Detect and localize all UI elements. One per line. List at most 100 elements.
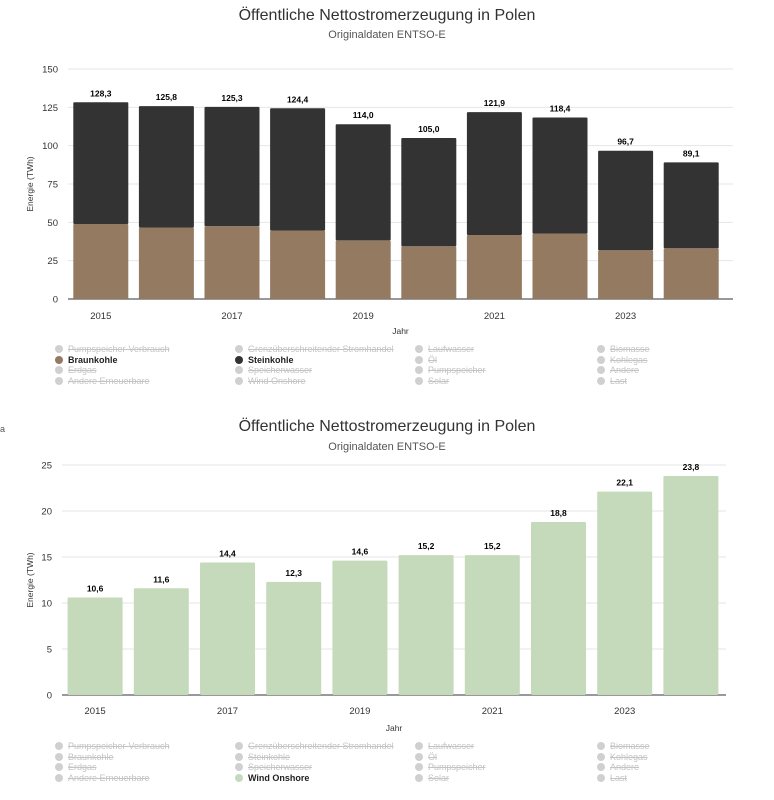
- legend-label: Pumpspeicher: [428, 762, 486, 772]
- legend-item-pumpspeicher[interactable]: Pumpspeicher: [415, 365, 486, 375]
- bar-wind-onshore: [597, 491, 653, 695]
- legend-item-andere-erneuerbare[interactable]: Andere Erneuerbare: [55, 376, 150, 386]
- bar-braunkohle: [138, 227, 194, 299]
- legend-marker-icon: [55, 742, 63, 750]
- legend-marker-icon: [235, 376, 243, 385]
- legend-item-andere-erneuerbare[interactable]: Andere Erneuerbare: [55, 773, 150, 783]
- y-axis-label: Energie (TWh): [25, 552, 35, 607]
- legend-item-last[interactable]: Last: [597, 773, 627, 783]
- legend-label: Pumpspeicher: [428, 365, 486, 375]
- legend-item-speicherwasser[interactable]: Speicherwasser: [235, 762, 312, 772]
- legend-item-solar[interactable]: Solar: [415, 773, 449, 783]
- legend-item-wind-onshore[interactable]: Wind Onshore: [235, 773, 309, 783]
- bar-steinkohle: [73, 102, 129, 225]
- bar-value-label: 114,0: [353, 110, 374, 120]
- coal-chart-svg: Öffentliche Nettostromerzeugung in Polen…: [25, 6, 733, 336]
- legend-marker-icon: [235, 773, 243, 782]
- bar-wind-onshore: [67, 597, 123, 695]
- bar-braunkohle: [401, 246, 457, 299]
- legend-label: Öl: [428, 751, 437, 762]
- y-tick-label: 25: [47, 256, 58, 267]
- x-tick-label: 2015: [85, 706, 106, 717]
- legend-label: Biomasse: [610, 344, 650, 354]
- wind-chart-legend: Pumpspeicher-Verbrauch Grenzüberschreiten…: [0, 741, 774, 789]
- legend-item-öl[interactable]: Öl: [415, 752, 437, 762]
- bar-value-label: 89,1: [683, 148, 700, 158]
- bar-braunkohle: [598, 250, 654, 299]
- legend-marker-icon: [235, 366, 243, 374]
- legend-label: Öl: [428, 354, 437, 365]
- chart-panel-coal: Öffentliche Nettostromerzeugung in Polen…: [0, 6, 774, 392]
- bar-value-label: 96,7: [617, 137, 634, 147]
- bar-steinkohle: [532, 117, 588, 234]
- legend-marker-icon: [415, 773, 423, 782]
- bar-braunkohle: [466, 235, 522, 299]
- legend-item-speicherwasser[interactable]: Speicherwasser: [235, 365, 312, 375]
- legend-marker-icon: [415, 376, 423, 385]
- legend-marker-icon: [597, 376, 605, 385]
- legend-item-kohlegas[interactable]: Kohlegas: [597, 355, 648, 365]
- legend-item-laufwasser[interactable]: Laufwasser: [415, 344, 474, 354]
- legend-item-biomasse[interactable]: Biomasse: [597, 344, 650, 354]
- legend-item-laufwasser[interactable]: Laufwasser: [415, 741, 474, 751]
- legend-label: Solar: [428, 375, 450, 386]
- legend-item-steinkohle[interactable]: Steinkohle: [235, 752, 290, 762]
- legend-item-andere[interactable]: Andere: [597, 762, 639, 772]
- y-tick-label: 125: [42, 103, 58, 114]
- legend-item-solar[interactable]: Solar: [415, 376, 449, 386]
- legend-item-pumpspeicher[interactable]: Pumpspeicher: [415, 762, 486, 772]
- legend-marker-icon: [415, 763, 423, 771]
- bar-steinkohle: [401, 138, 457, 247]
- bar-value-label: 121,9: [484, 98, 506, 108]
- bar-value-label: 125,8: [156, 92, 178, 102]
- legend-item-pumpspeicher-verbrauch[interactable]: Pumpspeicher-Verbrauch: [55, 344, 170, 354]
- y-tick-label: 100: [42, 141, 58, 152]
- legend-item-pumpspeicher-verbrauch[interactable]: Pumpspeicher-Verbrauch: [55, 741, 170, 751]
- legend-marker-icon: [235, 763, 243, 771]
- legend-label: Speicherwasser: [248, 762, 313, 772]
- legend-item-öl[interactable]: Öl: [415, 355, 437, 365]
- legend-marker-icon: [597, 355, 605, 364]
- legend-item-wind-onshore[interactable]: Wind Onshore: [235, 376, 306, 386]
- legend-item-biomasse[interactable]: Biomasse: [597, 741, 650, 751]
- legend-item-andere[interactable]: Andere: [597, 365, 639, 375]
- legend-label: Andere: [610, 365, 640, 375]
- bar-value-label: 14,4: [219, 549, 236, 559]
- legend-item-grenzüberschreitender-stromhandel[interactable]: Grenzüberschreitender Stromhandel: [235, 344, 394, 354]
- legend-item-grenzüberschreitender-stromhandel[interactable]: Grenzüberschreitender Stromhandel: [235, 741, 394, 751]
- legend-item-erdgas[interactable]: Erdgas: [55, 762, 97, 772]
- x-axis-label: Jahr: [386, 723, 403, 733]
- legend-item-kohlegas[interactable]: Kohlegas: [597, 752, 648, 762]
- legend-marker-icon: [55, 355, 63, 364]
- legend-marker-icon: [55, 376, 63, 385]
- bar-value-label: 18,8: [550, 508, 567, 518]
- legend-label: Pumpspeicher-Verbrauch: [68, 741, 170, 751]
- legend-marker-icon: [597, 345, 605, 353]
- coal-chart-legend: Pumpspeicher-Verbrauch Grenzüberschreiten…: [0, 344, 774, 392]
- legend-item-last[interactable]: Last: [597, 376, 627, 386]
- legend-label: Grenzüberschreitender Stromhandel: [248, 741, 394, 751]
- y-tick-label: 25: [41, 461, 52, 472]
- legend-marker-icon: [235, 742, 243, 750]
- y-tick-label: 15: [41, 553, 52, 564]
- y-tick-label: 0: [47, 691, 52, 702]
- legend-label: Last: [610, 772, 628, 783]
- legend-item-steinkohle[interactable]: Steinkohle: [235, 355, 294, 365]
- legend-label: Wind Onshore: [248, 375, 306, 386]
- legend-item-braunkohle[interactable]: Braunkohle: [55, 752, 114, 762]
- cropped-side-label: a: [0, 424, 6, 434]
- bar-value-label: 22,1: [616, 478, 633, 488]
- bar-wind-onshore: [133, 588, 189, 695]
- legend-marker-icon: [415, 366, 423, 374]
- legend-item-erdgas[interactable]: Erdgas: [55, 365, 97, 375]
- legend-item-braunkohle[interactable]: Braunkohle: [55, 355, 118, 365]
- bar-wind-onshore: [266, 581, 322, 695]
- y-tick-label: 10: [41, 599, 52, 610]
- legend-marker-icon: [597, 752, 605, 761]
- legend-label: Steinkohle: [248, 751, 291, 762]
- bar-value-label: 14,6: [352, 547, 369, 557]
- x-tick-label: 2023: [615, 311, 636, 322]
- chart-panel-wind: Öffentliche Nettostromerzeugung in Polen…: [0, 400, 774, 800]
- bar-braunkohle: [204, 226, 260, 299]
- x-tick-label: 2017: [221, 311, 242, 322]
